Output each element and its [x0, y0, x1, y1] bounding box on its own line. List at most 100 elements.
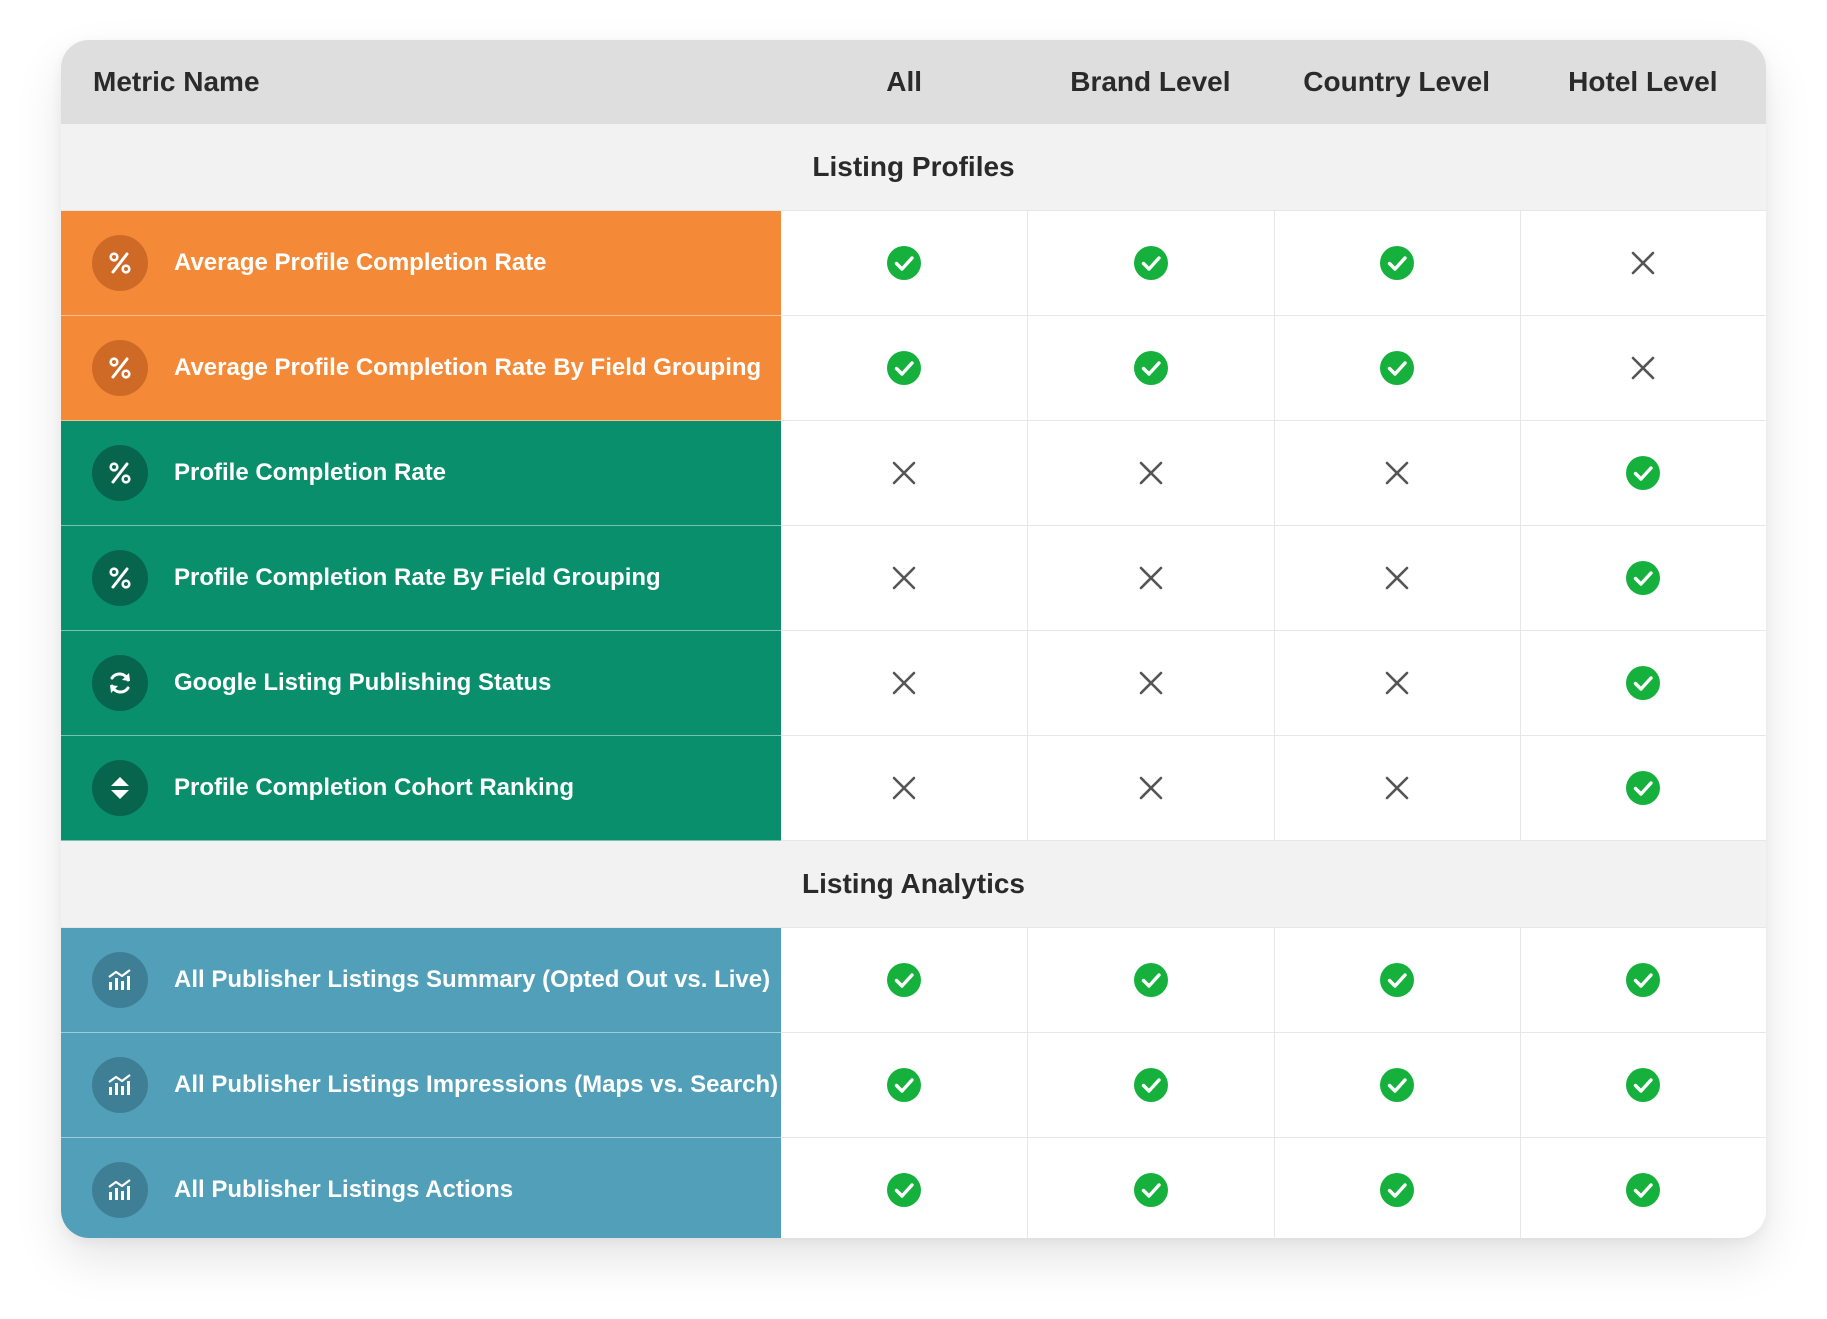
check-circle-icon	[886, 962, 922, 998]
sort-icon	[92, 760, 148, 816]
value-cell	[1519, 1033, 1766, 1138]
value-cell	[781, 526, 1028, 631]
metric-label: All Publisher Listings Actions	[174, 1176, 514, 1203]
metric-cell: Average Profile Completion Rate	[61, 211, 781, 316]
table-body: Listing Profiles Average Profile Completi…	[61, 124, 1766, 1238]
value-cell	[1273, 1033, 1520, 1138]
value-cell	[1519, 928, 1766, 1033]
value-cell	[1273, 211, 1520, 316]
header-column-brand-level: Brand Level	[1070, 66, 1231, 97]
value-cell	[1519, 736, 1766, 841]
check-circle-icon	[1133, 1067, 1169, 1103]
table-row: Average Profile Completion Rate By Field…	[61, 316, 1766, 421]
section-header: Listing Analytics	[61, 841, 1766, 928]
value-cell	[1519, 1138, 1766, 1238]
percent-icon	[92, 340, 148, 396]
check-circle-icon	[1133, 962, 1169, 998]
check-circle-icon	[1625, 560, 1661, 596]
metric-cell: Profile Completion Rate By Field Groupin…	[61, 526, 781, 631]
value-cell	[1273, 1138, 1520, 1238]
metric-label: Profile Completion Rate By Field Groupin…	[174, 564, 661, 591]
check-circle-icon	[886, 1172, 922, 1208]
cross-icon	[1629, 354, 1657, 382]
check-circle-icon	[1379, 1067, 1415, 1103]
check-circle-icon	[1133, 245, 1169, 281]
cross-icon	[890, 459, 918, 487]
value-cell	[1519, 211, 1766, 316]
metric-cell: All Publisher Listings Impressions (Maps…	[61, 1033, 781, 1138]
table-row: All Publisher Listings Actions	[61, 1138, 1766, 1238]
value-cell	[1027, 631, 1274, 736]
value-cell	[1027, 316, 1274, 421]
value-cell	[781, 316, 1028, 421]
value-cell	[1273, 631, 1520, 736]
metric-cell: Profile Completion Cohort Ranking	[61, 736, 781, 841]
cross-icon	[890, 564, 918, 592]
cross-icon	[1383, 669, 1411, 697]
metric-cell: Average Profile Completion Rate By Field…	[61, 316, 781, 421]
percent-icon	[92, 235, 148, 291]
metric-label: Profile Completion Rate	[174, 459, 447, 486]
value-cell	[781, 736, 1028, 841]
check-circle-icon	[1625, 770, 1661, 806]
value-cell	[1519, 316, 1766, 421]
metric-cell: Google Listing Publishing Status	[61, 631, 781, 736]
refresh-icon	[92, 655, 148, 711]
table-header: Metric Name All Brand Level Country Leve…	[61, 40, 1766, 124]
check-circle-icon	[886, 350, 922, 386]
value-cell	[781, 928, 1028, 1033]
cross-icon	[1383, 564, 1411, 592]
cross-icon	[1383, 459, 1411, 487]
value-cell	[1027, 736, 1274, 841]
metric-label: Average Profile Completion Rate	[174, 249, 547, 276]
table-row: Profile Completion Rate	[61, 421, 1766, 526]
value-cell	[1027, 526, 1274, 631]
value-cell	[1273, 421, 1520, 526]
check-circle-icon	[1133, 350, 1169, 386]
value-cell	[1519, 631, 1766, 736]
percent-icon	[92, 445, 148, 501]
analytics-icon	[92, 952, 148, 1008]
value-cell	[781, 1138, 1028, 1238]
check-circle-icon	[1625, 1172, 1661, 1208]
value-cell	[1273, 928, 1520, 1033]
check-circle-icon	[1379, 1172, 1415, 1208]
check-circle-icon	[1379, 245, 1415, 281]
metric-label: Google Listing Publishing Status	[174, 669, 552, 696]
metrics-availability-table: Metric Name All Brand Level Country Leve…	[61, 40, 1766, 1238]
check-circle-icon	[886, 1067, 922, 1103]
check-circle-icon	[1625, 455, 1661, 491]
cross-icon	[1137, 774, 1165, 802]
check-circle-icon	[1625, 962, 1661, 998]
value-cell	[1027, 421, 1274, 526]
value-cell	[1273, 736, 1520, 841]
metric-label: Profile Completion Cohort Ranking	[174, 774, 574, 801]
value-cell	[1273, 316, 1520, 421]
table-row: Google Listing Publishing Status	[61, 631, 1766, 736]
cross-icon	[890, 774, 918, 802]
check-circle-icon	[1625, 1067, 1661, 1103]
section-header: Listing Profiles	[61, 124, 1766, 211]
value-cell	[781, 421, 1028, 526]
cross-icon	[1383, 774, 1411, 802]
cross-icon	[1137, 564, 1165, 592]
metric-cell: All Publisher Listings Summary (Opted Ou…	[61, 928, 781, 1033]
value-cell	[1027, 928, 1274, 1033]
check-circle-icon	[1379, 962, 1415, 998]
cross-icon	[1629, 249, 1657, 277]
header-column-hotel-level: Hotel Level	[1568, 66, 1718, 97]
value-cell	[1273, 526, 1520, 631]
cross-icon	[1137, 669, 1165, 697]
check-circle-icon	[1133, 1172, 1169, 1208]
table-row: All Publisher Listings Summary (Opted Ou…	[61, 928, 1766, 1033]
analytics-icon	[92, 1162, 148, 1218]
check-circle-icon	[1625, 665, 1661, 701]
analytics-icon	[92, 1057, 148, 1113]
check-circle-icon	[886, 245, 922, 281]
cross-icon	[890, 669, 918, 697]
table-row: Profile Completion Rate By Field Groupin…	[61, 526, 1766, 631]
metric-label: Average Profile Completion Rate By Field…	[174, 354, 762, 381]
metric-label: All Publisher Listings Summary (Opted Ou…	[174, 966, 771, 993]
metric-label: All Publisher Listings Impressions (Maps…	[174, 1071, 779, 1098]
metric-cell: All Publisher Listings Actions	[61, 1138, 781, 1238]
